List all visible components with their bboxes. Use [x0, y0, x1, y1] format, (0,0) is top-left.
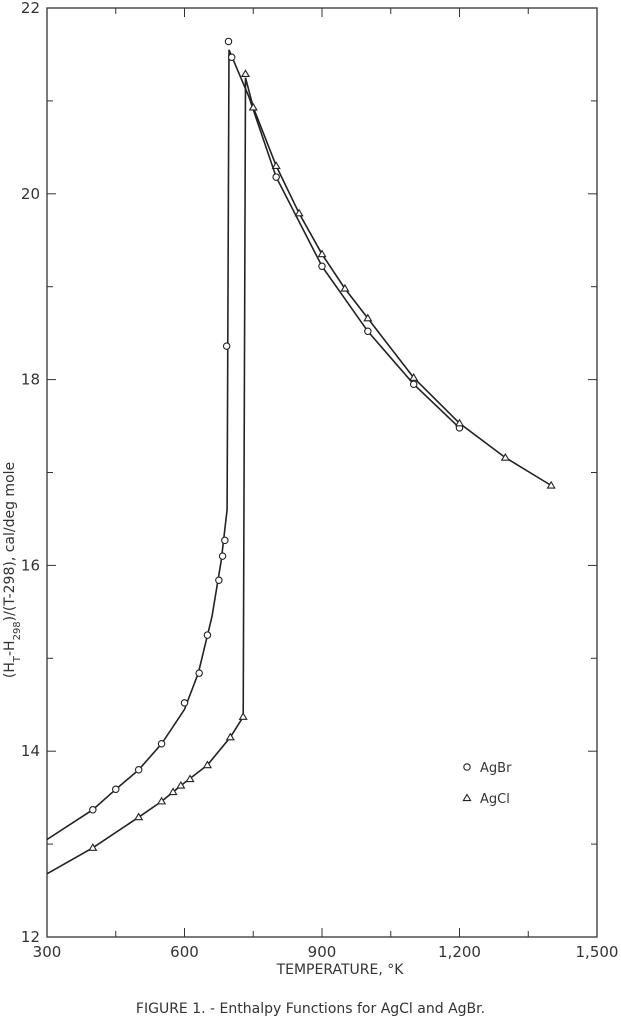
point-agbr: [89, 805, 97, 814]
y-tick-label: 22: [21, 0, 40, 17]
point-agcl: [225, 732, 235, 741]
point-agcl: [134, 812, 144, 821]
point-agcl: [88, 843, 98, 851]
x-axis-label: TEMPERATURE, °K: [276, 962, 405, 978]
x-tick-label: 1,500: [576, 943, 619, 961]
point-agbr: [203, 631, 212, 639]
point-agcl: [157, 796, 167, 805]
point-agbr: [218, 552, 227, 560]
x-tick-label: 1,200: [438, 943, 481, 961]
legend-label-agcl: AgCl: [480, 792, 510, 807]
curve-agcl: [46, 77, 552, 875]
point-agbr: [195, 669, 203, 677]
y-axis-label-part: -H: [2, 640, 18, 656]
point-agcl: [340, 283, 350, 292]
x-tick-label: 300: [33, 943, 62, 961]
point-agbr: [221, 536, 229, 545]
figure-caption: FIGURE 1. - Enthalpy Functions for AgCl …: [135, 1001, 486, 1017]
point-agcl: [294, 208, 304, 217]
point-agbr: [364, 327, 372, 336]
point-agbr: [112, 785, 120, 794]
y-axis-label-part: 298: [12, 621, 23, 640]
curve-agbr: [46, 49, 461, 841]
y-tick-label: 18: [21, 371, 40, 389]
point-agcl: [500, 452, 510, 461]
y-tick-label: 14: [21, 742, 40, 760]
point-agcl: [168, 787, 178, 796]
y-axis-label-part: (H: [2, 662, 18, 678]
enthalpy-chart: 300 600 900 1,200 1,500 12 14 16 18 20 22 TEMPERAT…: [2, 0, 619, 978]
point-agbr: [215, 576, 223, 585]
point-agcl: [546, 480, 556, 489]
point-agbr: [409, 380, 418, 388]
point-agcl: [317, 249, 327, 258]
point-agbr: [224, 37, 233, 46]
point-agcl: [185, 774, 195, 783]
legend-marker-agbr: [463, 763, 471, 771]
point-agbr: [318, 262, 326, 271]
y-axis-label-part: )/(T-298), cal/deg mole: [2, 462, 18, 621]
legend-marker-agcl: [462, 793, 472, 802]
point-agcl: [454, 418, 465, 427]
y-axis-label-part: T: [12, 655, 23, 663]
x-tick-label: 900: [308, 943, 337, 961]
point-agbr: [222, 342, 231, 350]
point-agbr: [134, 766, 143, 774]
point-agcl: [248, 102, 258, 111]
point-agcl: [240, 69, 251, 78]
y-tick-label: 12: [21, 928, 40, 946]
point-agcl: [363, 313, 373, 322]
point-agcl: [202, 760, 212, 769]
point-agcl: [271, 161, 281, 169]
y-axis-label: (HT-H298)/(T-298), cal/deg mole: [2, 462, 23, 678]
point-agcl: [176, 780, 186, 789]
x-tick-label: 600: [170, 943, 199, 961]
point-agbr: [157, 740, 166, 748]
y-tick-label: 16: [21, 556, 40, 574]
legend-label-agbr: AgBr: [480, 761, 512, 776]
y-tick-label: 20: [21, 185, 40, 203]
point-agcl: [238, 712, 248, 720]
point-agcl: [409, 373, 419, 381]
point-agbr: [227, 53, 236, 61]
legend: AgBr AgCl: [462, 761, 512, 807]
plot-frame: [46, 7, 598, 938]
point-agbr: [180, 699, 189, 707]
point-agbr: [272, 173, 280, 181]
